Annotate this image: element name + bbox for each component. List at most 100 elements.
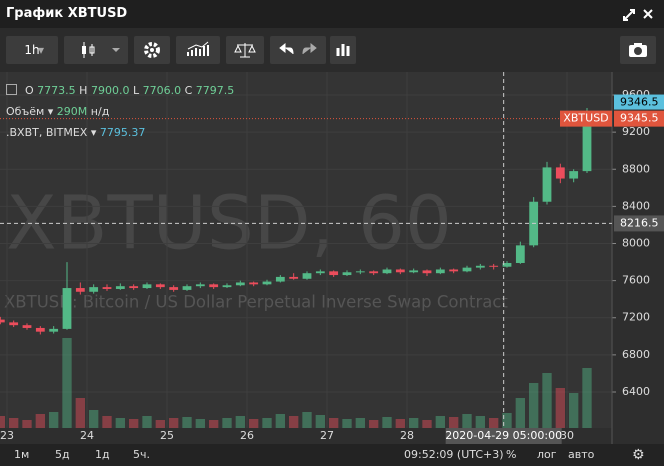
volume-bar [128, 419, 139, 428]
volume-note: н/д [90, 105, 110, 118]
candle-body [435, 269, 445, 274]
interval: 1h [24, 43, 40, 57]
volume-bar [8, 418, 19, 428]
candle-body [62, 288, 72, 329]
window-controls[interactable] [618, 0, 658, 28]
volume-bar [542, 373, 552, 428]
volume-bar [102, 416, 112, 428]
volume-bar [328, 418, 339, 428]
volume-bar [115, 418, 126, 428]
settings-button[interactable] [134, 36, 170, 64]
range-button[interactable]: 5ч. [133, 448, 150, 461]
chart-type-button[interactable] [64, 36, 128, 64]
icon [82, 42, 120, 58]
last-price-name-tag [560, 110, 612, 127]
volume-bar [435, 416, 446, 428]
crosshair-x-label: 2020-04-29 05:00:00 [445, 429, 562, 442]
candle-body [75, 288, 85, 292]
candle-body [395, 269, 405, 273]
candle-body [262, 281, 272, 285]
volume-bar [408, 418, 419, 428]
range-button[interactable]: 1м [14, 448, 30, 461]
candle-body [235, 282, 245, 286]
range-button[interactable]: 5д [55, 448, 70, 461]
volume-value: 290M [56, 105, 88, 118]
y-tick-label: 6400 [622, 385, 650, 398]
toggle-button[interactable]: авто [568, 448, 595, 461]
candle-body [582, 118, 592, 172]
volume-bar [88, 410, 99, 428]
volume-label: Объём [6, 105, 45, 118]
volume-bar [155, 420, 166, 428]
plot-background [0, 72, 612, 428]
volume-bar [195, 419, 206, 428]
volume-bar [448, 417, 459, 428]
x-tick-label: 27 [320, 429, 334, 442]
last-price-label: 9345.5 [620, 112, 659, 125]
candle-body [115, 286, 125, 289]
volume-bar [475, 416, 486, 428]
compare-button[interactable] [226, 36, 264, 64]
interval-button[interactable]: 1h ▾ [6, 36, 58, 64]
candle-body [182, 286, 192, 290]
volume-bar [235, 416, 246, 428]
candle-body [409, 270, 419, 273]
ohlc-key: O [25, 84, 34, 97]
collapse-box [6, 84, 17, 95]
crosshair-x-tag [445, 428, 562, 444]
ohlc-key: H [79, 84, 88, 97]
candle-body [569, 171, 579, 179]
volume-bar [48, 412, 59, 428]
ohlc-value: 7797.5 [195, 84, 235, 97]
candle-body [542, 167, 552, 202]
volume-bar [395, 419, 406, 428]
icon [144, 42, 160, 58]
toggle-button[interactable]: лог [537, 448, 557, 461]
volume-bar [555, 388, 566, 428]
icon [279, 42, 317, 55]
ohlc-key: C [184, 84, 193, 97]
clock: 09:52:09 (UTC+3) [404, 448, 504, 461]
ohlc-row: O 7773.5 H 7900.0 L 7706.0 C 7797.5 [6, 80, 234, 101]
undo-redo-button[interactable] [270, 36, 326, 64]
snapshot-button[interactable] [620, 36, 656, 64]
candle-body [369, 271, 379, 274]
candle-body [315, 271, 325, 274]
x-tick-label: 28 [400, 429, 414, 442]
indicators-button[interactable] [176, 36, 220, 64]
volume-bar [35, 414, 46, 428]
toggle-button[interactable]: % [506, 448, 517, 461]
candle-body [275, 276, 285, 282]
watermark-description: XBTUSD: Bitcoin / US Dollar Perpetual In… [4, 293, 508, 312]
candle-body [169, 287, 179, 290]
volume-bar [75, 398, 86, 428]
candle-body [555, 167, 565, 179]
candle-body [462, 267, 472, 272]
title-bar: График XBTUSD [0, 0, 664, 28]
candle-body [222, 285, 232, 288]
candle-body [515, 245, 525, 263]
settings-gear[interactable]: ⚙ [632, 447, 645, 463]
crosshair-y-label: 8216.5 [620, 216, 659, 229]
candle-body [49, 328, 59, 332]
volume-bar [142, 416, 152, 428]
icon [629, 43, 647, 57]
y-tick-label: 8000 [622, 237, 650, 250]
candle-body [382, 269, 392, 274]
volume-bar [502, 413, 512, 428]
candle-body [475, 265, 485, 268]
compare-price-tag [614, 94, 664, 110]
candle-body [22, 325, 32, 328]
compare-value: 7795.37 [99, 126, 146, 139]
volume-row: Объём ▾ 290M н/д [6, 105, 110, 118]
candle-body [9, 322, 19, 326]
volume-bar [528, 383, 539, 428]
compare-price-label: 9346.5 [620, 96, 659, 109]
candle-body [502, 262, 512, 267]
layout-button[interactable] [330, 36, 356, 64]
candle-body [355, 271, 365, 273]
range-button[interactable]: 1д [95, 448, 110, 461]
candle-body [449, 269, 459, 272]
toolbar: 1h ▾ [0, 28, 664, 72]
y-tick-label: 7200 [622, 311, 650, 324]
